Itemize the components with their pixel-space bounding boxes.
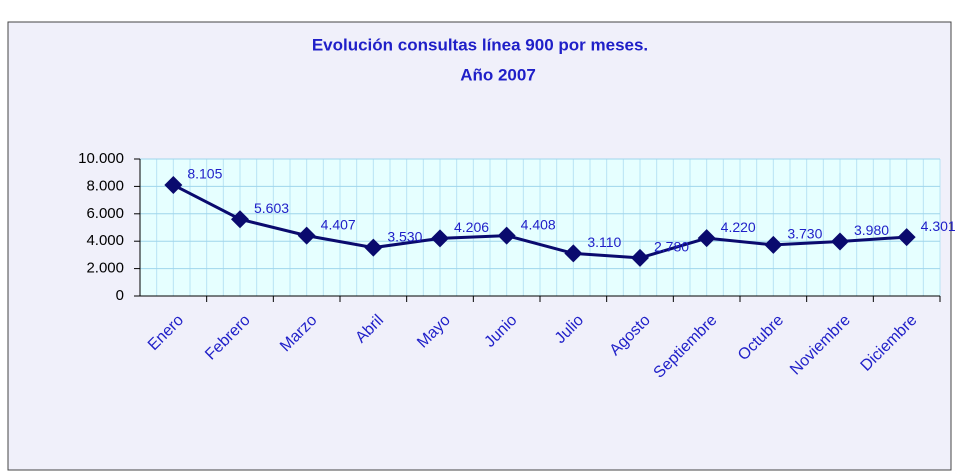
data-label: 4.301 [921, 218, 956, 234]
chart-subtitle: Año 2007 [460, 65, 536, 84]
y-tick-label: 10.000 [78, 150, 124, 167]
marker [697, 229, 716, 248]
y-tick-label: 4.000 [86, 232, 124, 249]
data-label: 3.110 [587, 234, 621, 250]
data-label: 4.220 [721, 219, 756, 235]
data-label: 3.730 [787, 226, 822, 242]
y-tick-label: 6.000 [86, 205, 124, 222]
data-label: 3.980 [854, 222, 889, 238]
marker [631, 248, 649, 267]
y-tick-label: 0 [116, 287, 124, 304]
data-label: 4.407 [321, 216, 356, 232]
data-label: 4.408 [521, 216, 556, 232]
marker [164, 175, 183, 194]
data-label: 5.603 [254, 200, 289, 216]
data-label: 2.780 [654, 239, 689, 255]
marker [897, 228, 916, 247]
marker [564, 244, 583, 263]
marker [831, 232, 849, 251]
marker [431, 229, 449, 248]
data-label: 4.206 [454, 219, 489, 235]
series-line [172, 183, 907, 260]
data-label: 3.530 [387, 228, 422, 244]
marker [497, 226, 516, 245]
marker [764, 235, 783, 254]
y-tick-label: 8.000 [86, 177, 124, 194]
chart-title: Evolución consultas línea 900 por meses. [312, 35, 648, 54]
marker [297, 226, 316, 245]
marker [231, 210, 249, 229]
marker [364, 238, 383, 257]
data-label: 8.105 [187, 166, 222, 182]
y-tick-label: 2.000 [86, 260, 124, 277]
